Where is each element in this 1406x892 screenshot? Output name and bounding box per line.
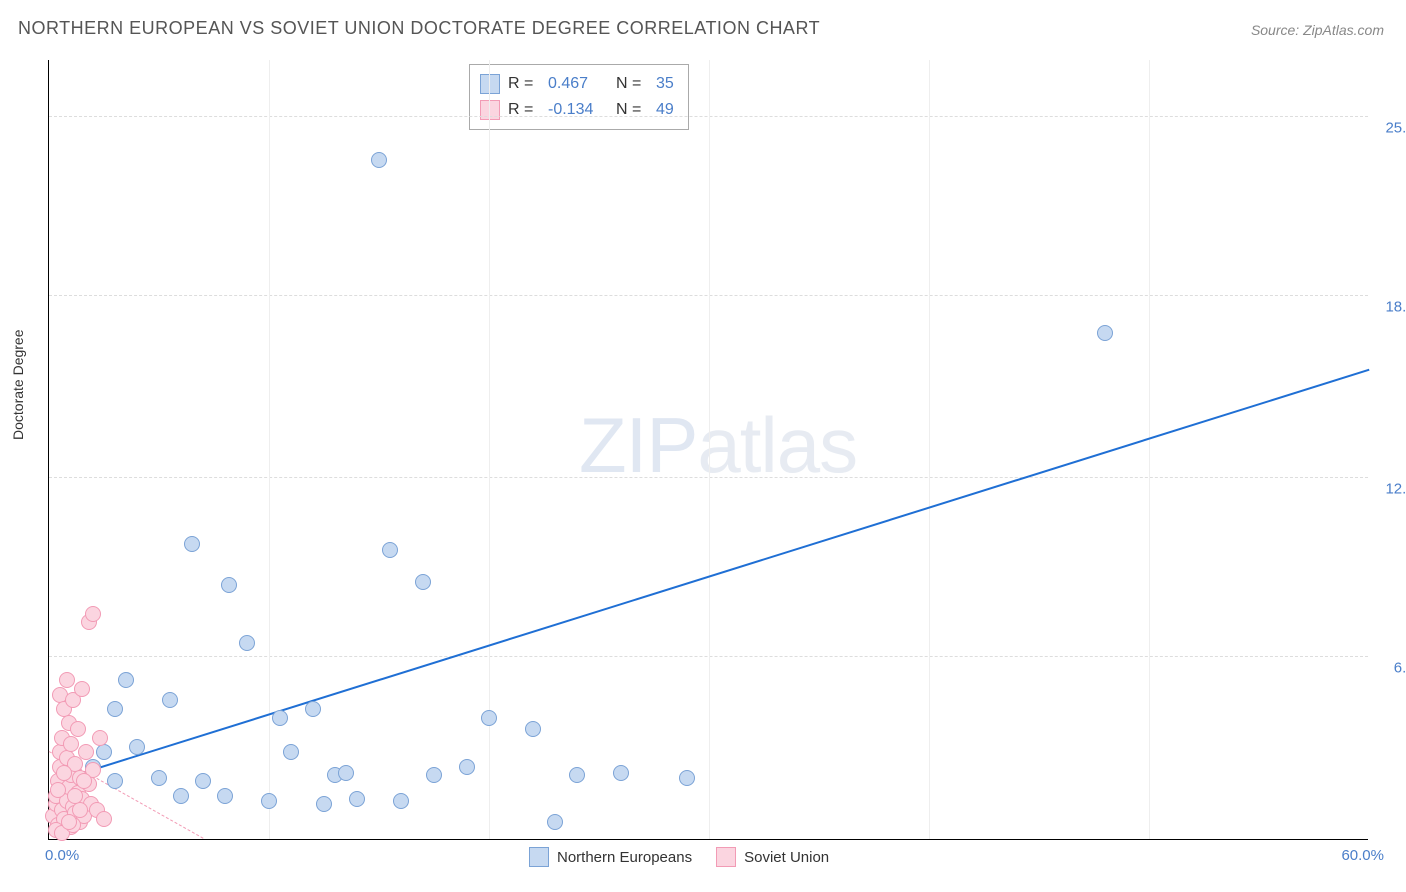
data-point [173,788,189,804]
gridline-vertical [709,60,710,839]
source-name: ZipAtlas.com [1303,22,1384,38]
trend-line-blue [60,369,1370,781]
data-point [679,770,695,786]
legend-swatch [480,74,500,94]
data-point [217,788,233,804]
data-point [338,765,354,781]
data-point [184,536,200,552]
data-point [481,710,497,726]
data-point [50,782,66,798]
stats-row: R = 0.467 N = 35 [480,71,674,97]
data-point [56,765,72,781]
data-point [283,744,299,760]
y-tick-label: 25.0% [1385,119,1406,136]
data-point [59,672,75,688]
data-point [221,577,237,593]
data-point [239,635,255,651]
y-axis-label: Doctorate Degree [10,329,26,440]
data-point [74,681,90,697]
data-point [415,574,431,590]
data-point [613,765,629,781]
chart-title: NORTHERN EUROPEAN VS SOVIET UNION DOCTOR… [18,18,820,39]
data-point [393,793,409,809]
data-point [382,542,398,558]
data-point [195,773,211,789]
series-legend: Northern Europeans Soviet Union [529,847,829,867]
data-point [272,710,288,726]
stat-n-label: N = [616,75,648,93]
legend-swatch [716,847,736,867]
stat-r-label: R = [508,75,540,93]
data-point [118,672,134,688]
gridline-vertical [269,60,270,839]
data-point [96,811,112,827]
legend-item: Soviet Union [716,847,829,867]
data-point [459,759,475,775]
data-point [547,814,563,830]
gridline-vertical [1149,60,1150,839]
data-point [349,791,365,807]
legend-swatch [480,100,500,120]
source-attribution: Source: ZipAtlas.com [1251,22,1384,38]
legend-label: Soviet Union [744,849,829,866]
gridline-vertical [929,60,930,839]
data-point [162,692,178,708]
data-point [96,744,112,760]
data-point [85,606,101,622]
x-axis-min-label: 0.0% [45,847,79,864]
watermark-bold: ZIP [579,401,697,489]
y-tick-label: 12.5% [1385,480,1406,497]
y-tick-label: 18.8% [1385,298,1406,315]
legend-swatch [529,847,549,867]
data-point [107,701,123,717]
data-point [1097,325,1113,341]
x-axis-max-label: 60.0% [1341,847,1384,864]
source-prefix: Source: [1251,22,1303,38]
data-point [371,152,387,168]
data-point [316,796,332,812]
data-point [63,736,79,752]
watermark-thin: atlas [697,401,857,489]
data-point [569,767,585,783]
correlation-stats-box: R = 0.467 N = 35 R =-0.134N =49 [469,64,689,130]
stat-n-value: 35 [656,75,674,93]
data-point [305,701,321,717]
data-point [151,770,167,786]
stat-r-value: 0.467 [548,75,608,93]
data-point [261,793,277,809]
scatter-plot-area: ZIPatlas R =0.467N =35R =-0.134N =49 Nor… [48,60,1368,840]
data-point [61,814,77,830]
stats-row: R =-0.134N =49 [480,97,674,123]
legend-item: Northern Europeans [529,847,692,867]
data-point [129,739,145,755]
data-point [92,730,108,746]
data-point [76,773,92,789]
data-point [78,744,94,760]
data-point [70,721,86,737]
data-point [107,773,123,789]
data-point [426,767,442,783]
data-point [525,721,541,737]
data-point [67,788,83,804]
y-tick-label: 6.3% [1394,660,1406,677]
legend-label: Northern Europeans [557,849,692,866]
